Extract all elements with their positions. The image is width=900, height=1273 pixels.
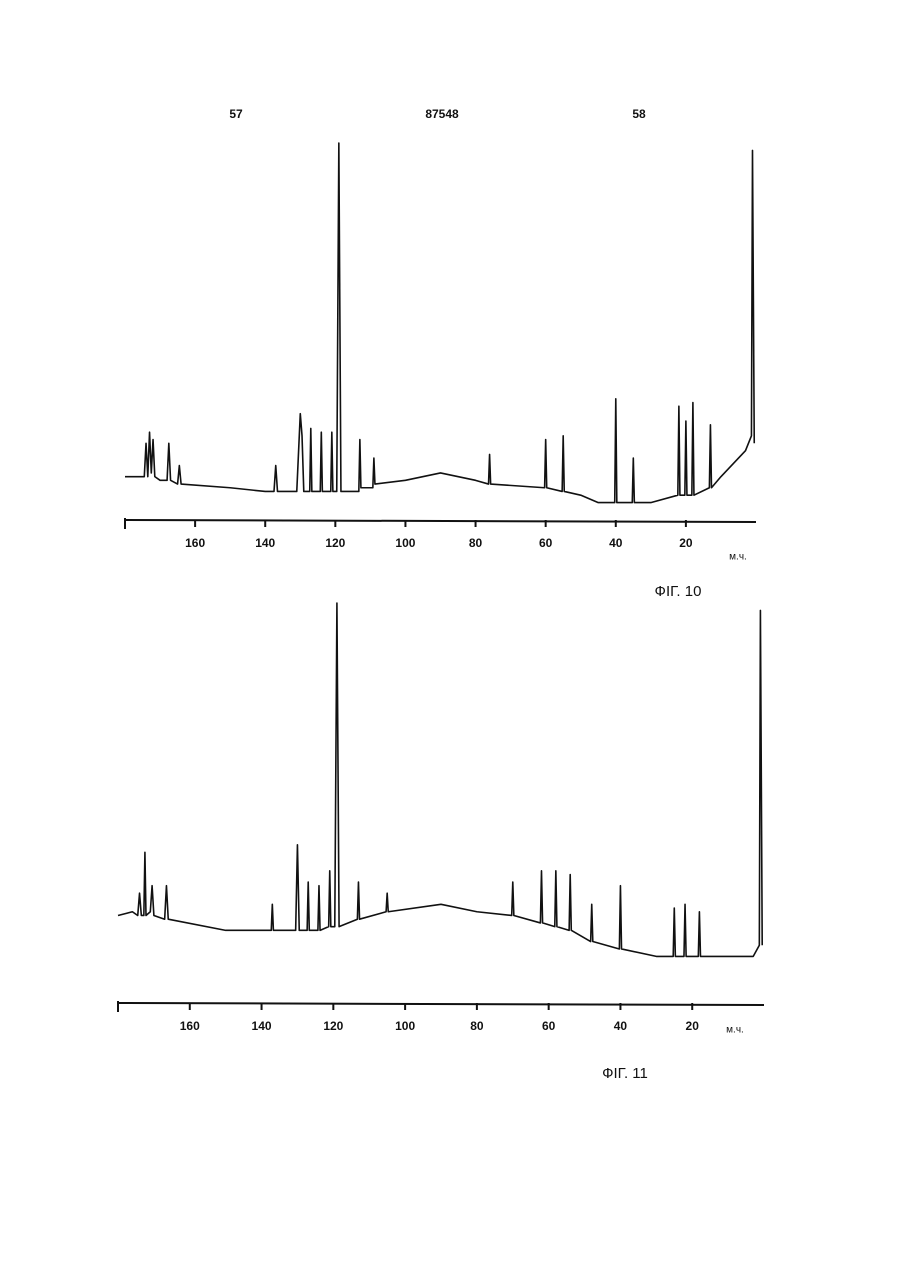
x-tick-label: 80 xyxy=(470,1019,484,1033)
patent-number: 87548 xyxy=(425,107,459,121)
x-tick-label: 140 xyxy=(255,536,275,550)
x-axis-line xyxy=(118,1003,764,1005)
page: 57 87548 58 160 140 120 100 80 60 40 20 м.ч. ФІГ.… xyxy=(0,0,900,1273)
figure-caption: ФІГ. 10 xyxy=(655,583,702,600)
page-number: 58 xyxy=(632,107,646,121)
spectrum-line xyxy=(125,143,754,503)
x-tick-label: 120 xyxy=(323,1019,343,1033)
figure-caption: ФІГ. 11 xyxy=(602,1065,648,1082)
page-number: 57 xyxy=(229,107,243,121)
x-tick-label: 60 xyxy=(539,536,553,550)
x-tick-label: 20 xyxy=(679,536,693,550)
x-tick-label: 80 xyxy=(469,536,483,550)
x-tick-label: 160 xyxy=(180,1019,200,1033)
x-tick-label: 40 xyxy=(614,1019,628,1033)
x-tick-label: 140 xyxy=(252,1019,272,1033)
x-tick-label: 40 xyxy=(609,536,623,550)
x-tick-label: 100 xyxy=(395,1019,415,1033)
x-tick-label: 20 xyxy=(686,1019,700,1033)
x-axis-label: м.ч. xyxy=(729,552,747,563)
x-tick-label: 160 xyxy=(185,536,205,550)
document: 57 87548 58 160 140 120 100 80 60 40 20 м.ч. ФІГ.… xyxy=(0,0,900,1273)
x-axis-label: м.ч. xyxy=(726,1025,744,1036)
x-axis-line xyxy=(125,520,756,522)
spectrum-line xyxy=(118,603,762,956)
x-tick-label: 60 xyxy=(542,1019,556,1033)
x-tick-label: 100 xyxy=(395,536,415,550)
x-tick-label: 120 xyxy=(325,536,345,550)
